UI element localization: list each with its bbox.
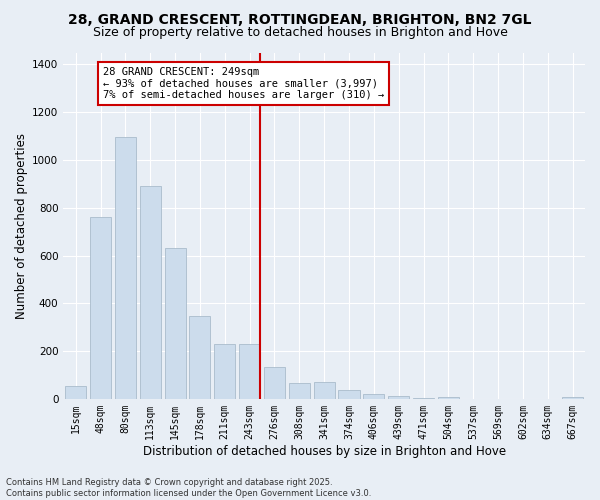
Text: 28 GRAND CRESCENT: 249sqm
← 93% of detached houses are smaller (3,997)
7% of sem: 28 GRAND CRESCENT: 249sqm ← 93% of detac… xyxy=(103,67,384,100)
Text: 28, GRAND CRESCENT, ROTTINGDEAN, BRIGHTON, BN2 7GL: 28, GRAND CRESCENT, ROTTINGDEAN, BRIGHTO… xyxy=(68,12,532,26)
X-axis label: Distribution of detached houses by size in Brighton and Hove: Distribution of detached houses by size … xyxy=(143,444,506,458)
Bar xyxy=(562,397,583,399)
Bar xyxy=(164,248,185,399)
Bar xyxy=(214,344,235,399)
Bar xyxy=(239,344,260,399)
Bar xyxy=(90,218,111,399)
Bar xyxy=(438,397,459,399)
Text: Size of property relative to detached houses in Brighton and Hove: Size of property relative to detached ho… xyxy=(92,26,508,39)
Bar xyxy=(289,384,310,399)
Bar xyxy=(190,316,211,399)
Bar xyxy=(140,186,161,399)
Text: Contains HM Land Registry data © Crown copyright and database right 2025.
Contai: Contains HM Land Registry data © Crown c… xyxy=(6,478,371,498)
Bar xyxy=(314,382,335,399)
Bar xyxy=(413,398,434,399)
Bar xyxy=(338,390,359,399)
Bar xyxy=(65,386,86,399)
Bar xyxy=(388,396,409,399)
Bar xyxy=(264,366,285,399)
Y-axis label: Number of detached properties: Number of detached properties xyxy=(15,132,28,318)
Bar xyxy=(115,138,136,399)
Bar xyxy=(363,394,385,399)
